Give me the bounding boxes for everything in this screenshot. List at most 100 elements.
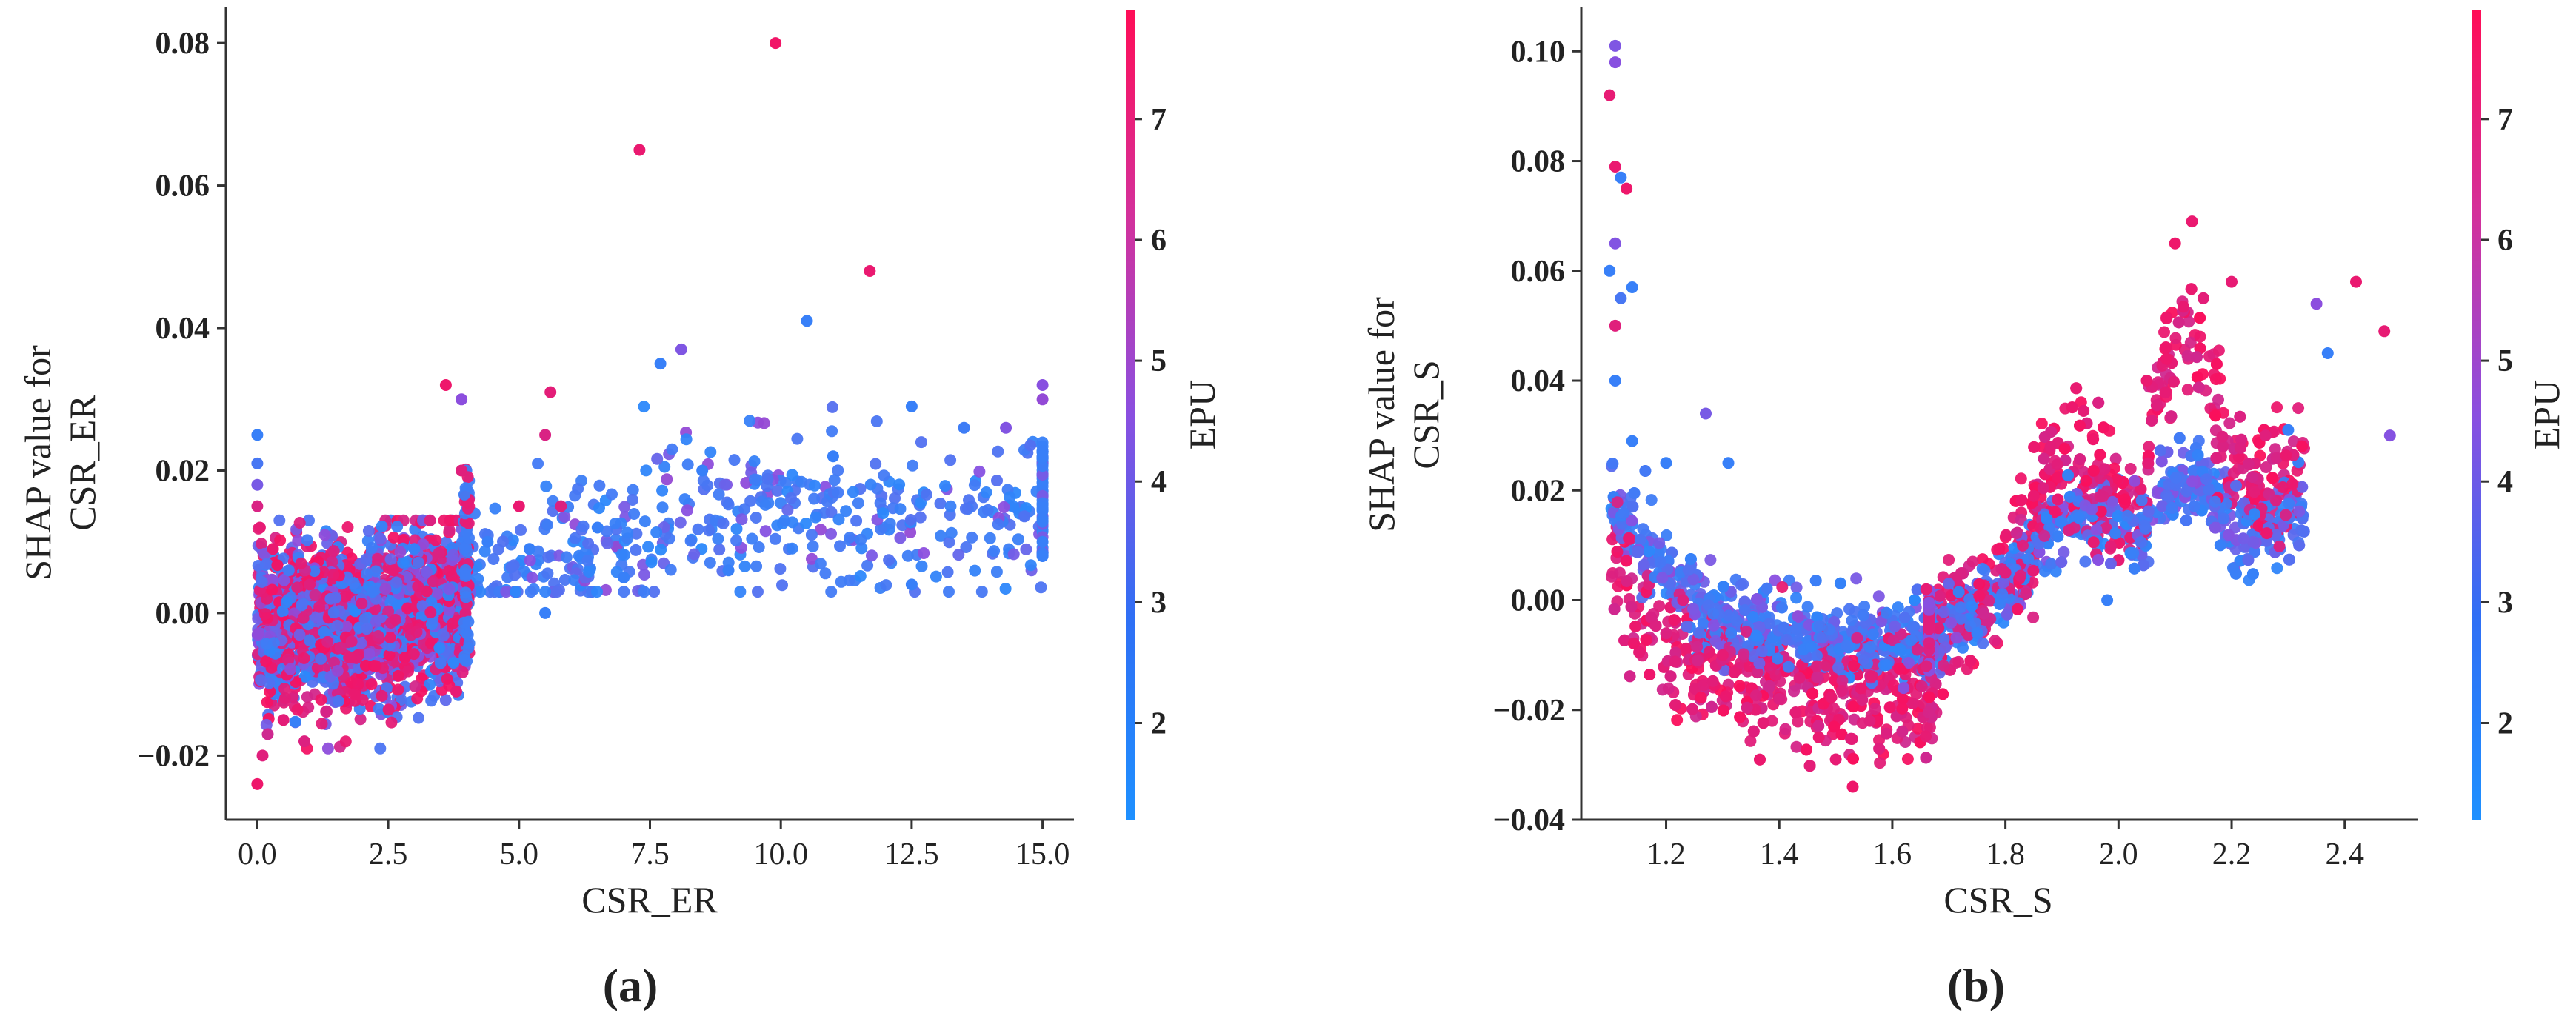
data-point: [277, 714, 290, 726]
point: [988, 545, 1001, 558]
y-tick-label: 0.08: [156, 27, 210, 61]
x-tick-label: 5.0: [500, 837, 539, 872]
point: [276, 605, 289, 618]
point: [2158, 326, 2170, 338]
point: [990, 566, 1003, 578]
point: [505, 561, 518, 574]
point: [1755, 645, 1768, 658]
point: [2218, 512, 2230, 525]
point: [1725, 626, 1738, 639]
point: [627, 494, 638, 506]
point: [915, 497, 927, 509]
data-point: [958, 421, 970, 434]
point: [2192, 381, 2205, 394]
point: [877, 507, 890, 520]
point: [1872, 590, 1885, 603]
point: [680, 433, 693, 446]
x-axis-label-a: CSR_ER: [581, 879, 718, 920]
point: [462, 517, 475, 529]
point: [301, 691, 313, 703]
point: [1828, 703, 1840, 715]
point: [1634, 533, 1646, 546]
y-axis-label-a-line1: SHAP value for: [17, 345, 59, 581]
point: [510, 586, 522, 598]
point: [1901, 753, 1914, 765]
point: [2027, 611, 2040, 623]
point: [2217, 441, 2229, 453]
point: [656, 501, 669, 514]
point: [2156, 500, 2169, 512]
point: [2051, 458, 2063, 471]
point: [2143, 441, 2155, 453]
point: [2269, 443, 2281, 455]
point: [292, 535, 304, 547]
point: [326, 555, 338, 568]
point: [1790, 592, 1803, 604]
point: [540, 480, 553, 492]
point: [650, 526, 663, 538]
point: [703, 524, 715, 537]
point: [2098, 421, 2110, 434]
point: [1624, 670, 1636, 683]
point: [459, 569, 472, 582]
point: [266, 573, 278, 586]
point: [274, 534, 287, 546]
point: [387, 531, 400, 544]
point: [1024, 559, 1037, 572]
point: [398, 652, 411, 663]
point: [1817, 698, 1829, 710]
data-point: [456, 464, 468, 477]
point: [1811, 649, 1823, 662]
point: [2194, 312, 2206, 324]
point: [1835, 728, 1848, 740]
point: [810, 511, 822, 524]
data-point: [434, 657, 447, 669]
point: [420, 566, 433, 578]
data-point: [675, 343, 687, 355]
data-point: [450, 685, 462, 698]
point: [309, 589, 321, 601]
point: [2104, 540, 2117, 552]
data-point: [864, 265, 876, 277]
point: [1626, 501, 1639, 513]
point: [1863, 641, 1876, 653]
point: [1626, 515, 1638, 527]
point: [975, 586, 988, 598]
point: [850, 515, 863, 527]
point: [1036, 469, 1049, 481]
point: [1957, 641, 1969, 654]
point: [339, 735, 352, 748]
point: [1908, 621, 1921, 633]
point: [735, 513, 748, 526]
point: [819, 567, 832, 580]
point: [443, 565, 456, 577]
point: [1691, 641, 1704, 653]
point: [1653, 600, 1666, 612]
point: [2128, 562, 2140, 575]
point: [1681, 621, 1693, 632]
point: [752, 586, 764, 598]
point: [581, 555, 594, 567]
point: [316, 718, 328, 730]
point: [1751, 593, 1764, 605]
data-point: [1000, 421, 1012, 434]
point: [1883, 701, 1896, 714]
colorbar-a: [1126, 10, 1135, 820]
point: [361, 568, 373, 581]
point: [1966, 555, 1979, 568]
point: [2260, 461, 2272, 473]
point: [628, 508, 641, 520]
point: [944, 454, 957, 466]
point: [1754, 753, 1766, 766]
point: [331, 665, 344, 677]
point: [532, 458, 544, 470]
point: [551, 586, 564, 598]
point: [1743, 660, 1755, 672]
point: [1793, 672, 1806, 684]
point: [376, 520, 388, 532]
point: [621, 526, 634, 539]
point: [750, 560, 763, 572]
point: [840, 505, 852, 518]
point: [1695, 692, 1707, 703]
point: [271, 559, 284, 572]
